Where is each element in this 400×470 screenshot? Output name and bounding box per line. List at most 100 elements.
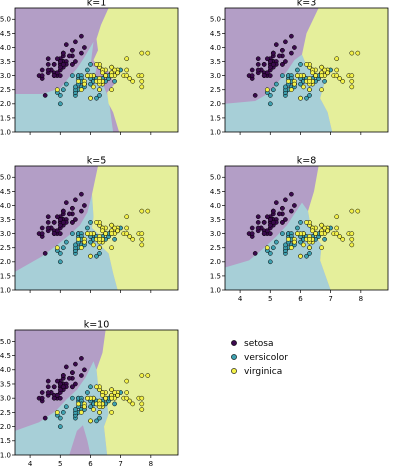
plot-frame: [224, 165, 389, 291]
point-virginica: [337, 234, 343, 239]
point-virginica: [109, 222, 114, 228]
point-versicolor: [280, 73, 285, 78]
point-versicolor: [322, 78, 327, 84]
x-tick-label: 7: [328, 295, 332, 303]
plot-frame: [14, 7, 179, 133]
point-setosa: [261, 231, 267, 236]
y-tick-label: 3.5: [210, 216, 221, 224]
point-versicolor: [57, 259, 63, 265]
point-virginica: [322, 67, 327, 73]
point-virginica: [307, 78, 312, 84]
point-setosa: [57, 59, 63, 64]
point-virginica: [139, 395, 145, 401]
point-virginica: [139, 401, 145, 407]
point-versicolor: [97, 415, 102, 421]
point-virginica: [289, 245, 294, 251]
point-virginica: [139, 373, 145, 378]
point-setosa: [264, 70, 270, 76]
point-virginica: [349, 242, 355, 248]
point-versicolor: [85, 225, 90, 231]
legend-label-versicolor: versicolor: [244, 353, 288, 363]
point-setosa: [57, 73, 63, 78]
point-setosa: [73, 39, 78, 45]
point-versicolor: [73, 242, 78, 248]
point-setosa: [45, 220, 51, 225]
point-versicolor: [88, 81, 93, 87]
point-virginica: [139, 236, 145, 242]
point-virginica: [85, 231, 90, 236]
point-setosa: [249, 231, 255, 236]
point-setosa: [54, 214, 60, 220]
point-versicolor: [298, 239, 303, 245]
y-tick-label: 1.5: [210, 272, 221, 280]
point-setosa: [82, 203, 87, 208]
legend-marker-versicolor: [231, 354, 237, 360]
point-virginica: [139, 242, 145, 248]
point-virginica: [334, 73, 340, 78]
point-virginica: [307, 87, 312, 93]
y-tick-label: 3.0: [0, 230, 11, 238]
point-virginica: [103, 231, 108, 236]
point-versicolor: [304, 95, 309, 101]
point-setosa: [249, 67, 255, 73]
point-versicolor: [267, 93, 273, 98]
point-setosa: [39, 390, 45, 395]
x-tick-label: 4: [238, 295, 243, 303]
y-tick-label: 1.0: [0, 451, 11, 459]
y-tick-label: 2.0: [210, 258, 221, 266]
y-tick-label: 1.5: [210, 114, 221, 122]
point-setosa: [73, 361, 78, 367]
point-virginica: [100, 392, 105, 398]
y-tick-label: 4.0: [210, 202, 221, 210]
point-versicolor: [267, 251, 273, 256]
point-setosa: [57, 217, 63, 222]
y-tick-label: 4.0: [0, 366, 11, 374]
point-setosa: [70, 370, 75, 375]
point-virginica: [94, 220, 99, 225]
x-tick-label: 8: [149, 460, 153, 468]
point-setosa: [60, 62, 66, 67]
point-virginica: [109, 231, 114, 236]
point-setosa: [57, 395, 63, 401]
point-setosa: [39, 231, 45, 236]
point-virginica: [130, 236, 136, 242]
point-virginica: [54, 245, 60, 251]
y-tick-label: 3.5: [0, 216, 11, 224]
point-setosa: [45, 390, 51, 395]
point-virginica: [334, 214, 340, 220]
region-virginica: [92, 166, 178, 290]
point-versicolor: [270, 87, 276, 93]
point-virginica: [289, 87, 294, 93]
y-tick-label: 2.0: [210, 100, 221, 108]
point-virginica: [85, 73, 90, 78]
y-tick-label: 2.0: [0, 258, 11, 266]
point-setosa: [39, 225, 45, 231]
point-setosa: [261, 220, 267, 225]
plot-frame: [14, 329, 179, 456]
point-setosa: [82, 45, 87, 50]
point-virginica: [310, 228, 315, 234]
point-virginica: [292, 239, 297, 245]
point-virginica: [76, 236, 81, 242]
point-setosa: [267, 73, 273, 78]
point-versicolor: [273, 239, 279, 245]
region-versicolor: [225, 54, 333, 132]
point-virginica: [112, 67, 117, 73]
point-setosa: [79, 356, 84, 361]
point-setosa: [283, 59, 288, 64]
point-setosa: [270, 50, 276, 56]
point-virginica: [91, 242, 96, 248]
point-versicolor: [273, 81, 279, 87]
point-setosa: [252, 93, 258, 98]
point-setosa: [51, 62, 57, 67]
point-versicolor: [73, 407, 78, 412]
point-versicolor: [88, 404, 93, 410]
point-versicolor: [298, 220, 303, 225]
point-versicolor: [57, 251, 63, 256]
point-virginica: [319, 64, 324, 70]
point-virginica: [304, 220, 309, 225]
point-setosa: [255, 225, 261, 231]
point-setosa: [45, 67, 51, 73]
point-versicolor: [63, 404, 69, 410]
point-virginica: [334, 67, 340, 73]
